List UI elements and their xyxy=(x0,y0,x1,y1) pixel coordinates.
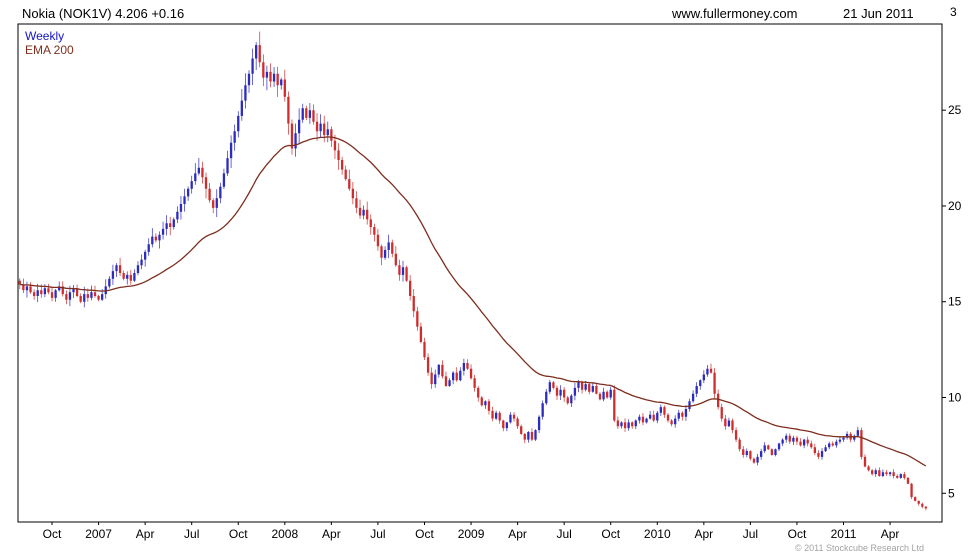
website-url: www.fullermoney.com xyxy=(672,6,798,21)
y-axis-label: 10 xyxy=(948,391,962,405)
x-axis-label: Oct xyxy=(415,527,434,541)
up-candle-bodies xyxy=(25,45,902,478)
timeframe-label: Weekly xyxy=(25,29,65,43)
x-axis-label: Apr xyxy=(136,527,155,541)
y-axis-label: 5 xyxy=(948,486,955,500)
x-axis-label: Oct xyxy=(788,527,807,541)
chart-date: 21 Jun 2011 xyxy=(843,6,914,21)
x-axis-label: Oct xyxy=(43,527,62,541)
ema-legend-label: EMA 200 xyxy=(25,43,74,57)
y-axis-label: 25 xyxy=(948,103,962,117)
down-candle-bodies xyxy=(18,45,928,509)
copyright-notice: © 2011 Stockcube Research Ltd xyxy=(795,543,925,553)
x-axis-label: Jul xyxy=(370,527,385,541)
ema-200-line xyxy=(19,136,927,467)
y-axis-label: 20 xyxy=(948,199,962,213)
page-number: 3 xyxy=(950,5,957,19)
x-axis-label: Apr xyxy=(694,527,713,541)
x-axis-label: 2009 xyxy=(458,527,485,541)
x-axis-label: 2011 xyxy=(831,527,857,541)
x-axis-label: Apr xyxy=(508,527,527,541)
chart-title: Nokia (NOK1V) 4.206 +0.16 xyxy=(22,6,185,21)
x-axis-label: Apr xyxy=(881,527,900,541)
x-axis-label: Jul xyxy=(184,527,199,541)
x-axis-label: 2007 xyxy=(85,527,112,541)
plot-frame xyxy=(17,23,943,523)
x-axis-label: Oct xyxy=(229,527,248,541)
x-axis-label: Jul xyxy=(556,527,571,541)
up-candle-wicks xyxy=(26,42,902,479)
x-axis-label: 2008 xyxy=(271,527,298,541)
x-axis-label: Jul xyxy=(743,527,758,541)
x-axis-label: Apr xyxy=(322,527,341,541)
x-axis-label: Oct xyxy=(601,527,620,541)
x-axis-label: 2010 xyxy=(644,527,671,541)
y-axis-label: 15 xyxy=(948,295,962,309)
